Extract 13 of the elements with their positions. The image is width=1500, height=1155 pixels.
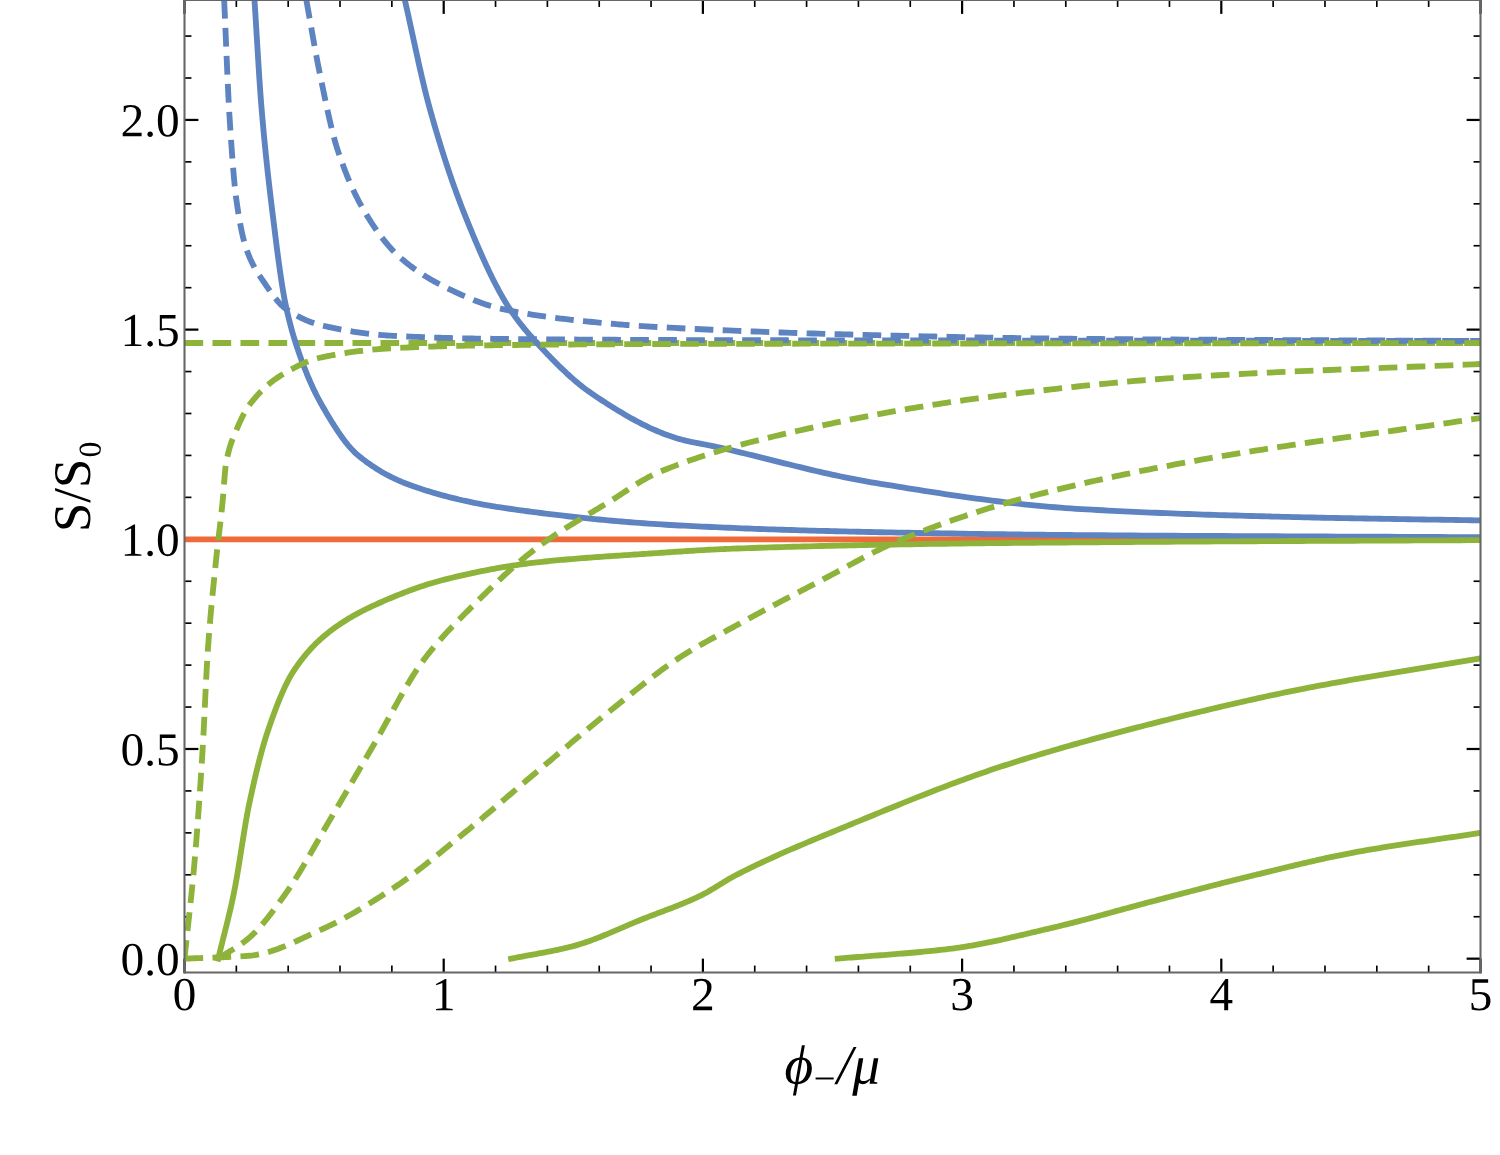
y-tick-label: 1.5 bbox=[124, 314, 178, 347]
x-tick-label: 2 bbox=[693, 978, 713, 1011]
x-tick-label: 4 bbox=[1210, 979, 1233, 1011]
x-tick-label: 5 bbox=[1471, 979, 1491, 1011]
y-tick-label: 0.5 bbox=[122, 733, 178, 767]
x-tick-label: 0 bbox=[174, 978, 195, 1011]
y-tick-label: 0.0 bbox=[122, 943, 178, 976]
x-axis-title: ϕ$_{−}$/μ bbox=[785, 1045, 879, 1096]
y-tick-label: 1.0 bbox=[124, 524, 178, 557]
x-tick-label: 1 bbox=[436, 978, 453, 1011]
y-tick-label: 2.0 bbox=[122, 104, 178, 137]
x-tick-label: 3 bbox=[952, 978, 973, 1011]
y-axis-title: S/S₀ bbox=[54, 442, 101, 529]
